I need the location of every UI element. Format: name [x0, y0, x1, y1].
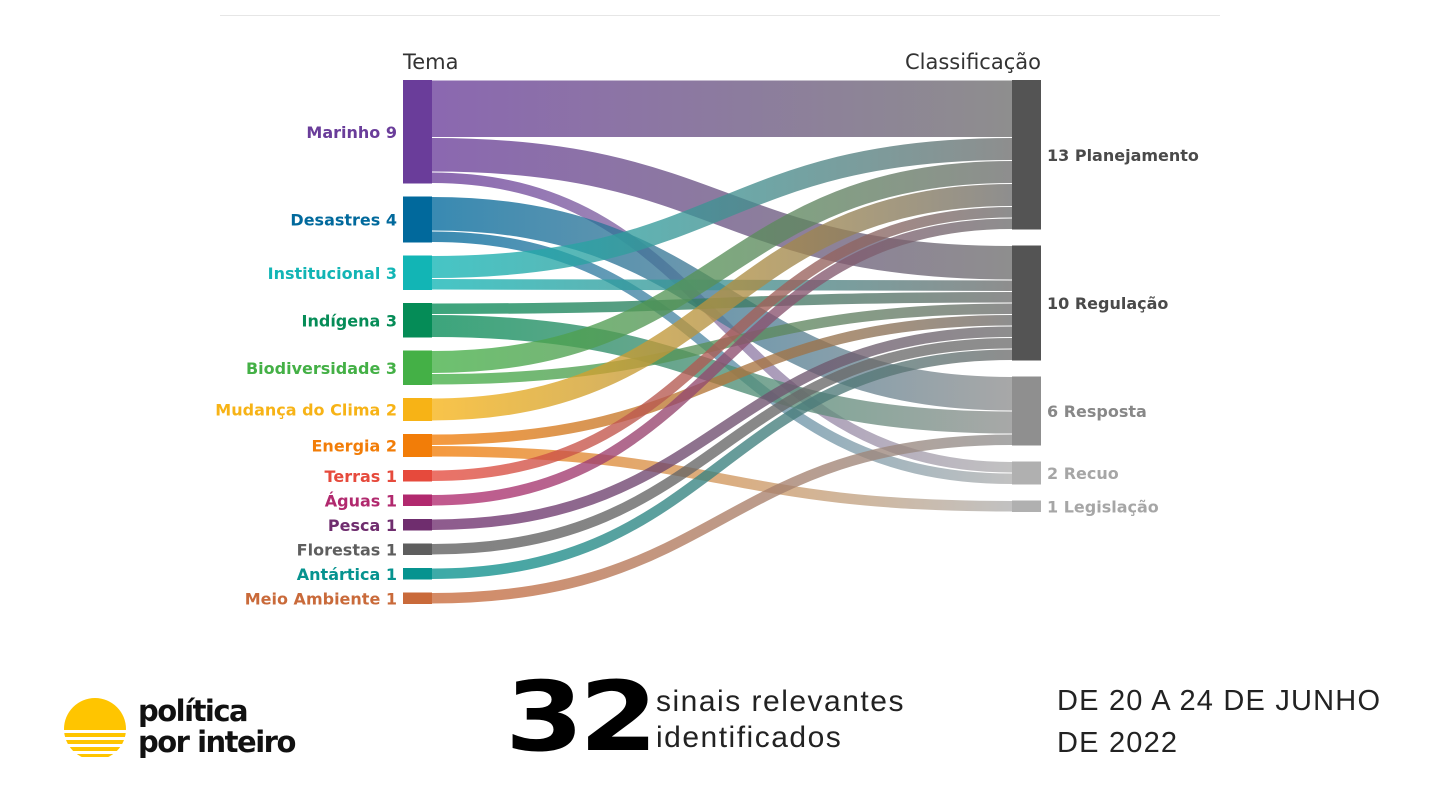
source-node-aguas: [403, 494, 432, 506]
left-column-header: Tema: [402, 50, 459, 74]
link-pesca-to-regulacao: [431, 326, 1013, 530]
target-node-planejamento: [1012, 80, 1041, 230]
target-label-regulacao: 10 Regulação: [1047, 294, 1168, 313]
logo-line-2: por inteiro: [138, 725, 296, 759]
link-aguas-to-planejamento: [431, 218, 1013, 506]
link-florestas-to-regulacao: [431, 338, 1013, 555]
link-biodiversidade-to-planejamento: [431, 161, 1013, 373]
link-energia-to-legislacao: [431, 446, 1013, 512]
source-node-pesca: [403, 519, 432, 531]
caption-line-2: identificados: [656, 721, 843, 754]
logo-line-1: política: [138, 694, 249, 728]
source-label-desastres: Desastres 4: [290, 211, 397, 230]
target-node-legislacao: [1012, 500, 1041, 512]
target-label-resposta: 6 Resposta: [1047, 402, 1147, 421]
signal-count: 32: [505, 661, 658, 773]
signal-count-caption: sinais relevantes identificados: [656, 684, 905, 756]
target-node-recuo: [1012, 461, 1041, 485]
source-node-desastres: [403, 196, 432, 243]
source-node-meio-ambiente: [403, 592, 432, 604]
source-node-mudanca-do-clima: [403, 398, 432, 421]
source-label-mudanca-do-clima: Mudança do Clima 2: [215, 401, 397, 420]
target-node-regulacao: [1012, 245, 1041, 361]
link-energia-to-regulacao: [431, 315, 1013, 445]
logo: política por inteiro: [62, 694, 322, 764]
source-label-biodiversidade: Biodiversidade 3: [246, 359, 397, 378]
link-mudanca-do-clima-to-planejamento: [431, 184, 1013, 421]
link-terras-to-planejamento: [431, 207, 1013, 481]
source-node-biodiversidade: [403, 350, 432, 385]
right-column-header: Classificação: [905, 50, 1041, 74]
sun-logo-icon: [64, 698, 126, 757]
source-node-indigena: [403, 303, 432, 338]
source-label-terras: Terras 1: [325, 467, 397, 486]
sankey-chart: Marinho 9 Desastres 4 Institucional 3 Indíg…: [215, 50, 1199, 608]
date-line-2: DE 2022: [1057, 727, 1179, 759]
link-institucional-to-planejamento: [431, 138, 1013, 278]
source-label-indigena: Indígena 3: [302, 311, 397, 330]
source-node-terras: [403, 470, 432, 482]
caption-line-1: sinais relevantes: [656, 685, 905, 718]
top-divider: [220, 15, 1220, 16]
logo-wordmark: política por inteiro: [138, 694, 296, 759]
link-antartica-to-regulacao: [431, 349, 1013, 579]
target-label-recuo: 2 Recuo: [1047, 464, 1119, 483]
source-label-meio-ambiente: Meio Ambiente 1: [245, 589, 397, 608]
source-node-florestas: [403, 543, 432, 555]
source-label-florestas: Florestas 1: [297, 540, 397, 559]
source-label-energia: Energia 2: [312, 437, 398, 456]
link-indigena-to-resposta: [431, 315, 1013, 434]
source-label-aguas: Águas 1: [325, 491, 397, 510]
date-range: DE 20 A 24 DE JUNHO DE 2022: [1057, 680, 1381, 764]
source-label-pesca: Pesca 1: [328, 516, 397, 535]
source-node-marinho: [403, 80, 432, 184]
source-node-institucional: [403, 255, 432, 290]
source-label-marinho: Marinho 9: [306, 123, 397, 142]
target-label-planejamento: 13 Planejamento: [1047, 146, 1199, 165]
source-node-antartica: [403, 568, 432, 580]
source-label-institucional: Institucional 3: [268, 264, 397, 283]
date-line-1: DE 20 A 24 DE JUNHO: [1057, 685, 1382, 717]
source-node-energia: [403, 434, 432, 457]
link-meio-ambiente-to-resposta: [431, 434, 1013, 604]
link-institucional-to-regulacao: [431, 279, 1013, 291]
target-label-legislacao: 1 Legislação: [1047, 497, 1159, 516]
source-label-antartica: Antártica 1: [297, 565, 397, 584]
target-node-resposta: [1012, 376, 1041, 446]
